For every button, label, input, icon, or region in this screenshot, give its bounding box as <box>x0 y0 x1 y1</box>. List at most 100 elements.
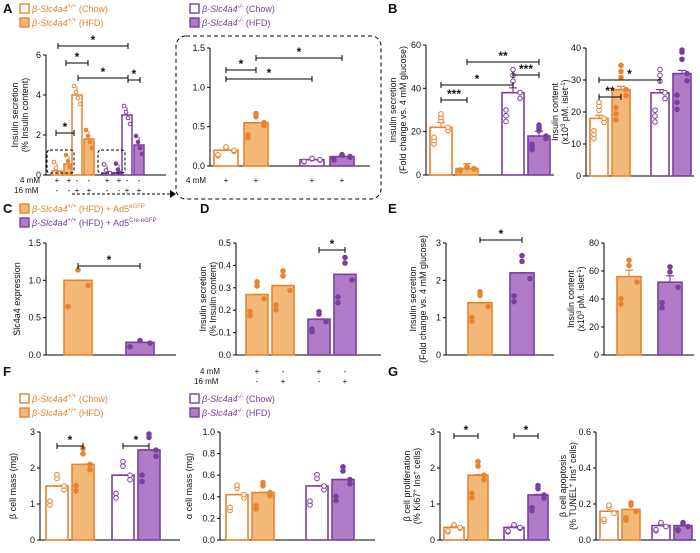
significance-stars: * <box>107 253 112 267</box>
y-tick-label: 0.5 <box>218 238 231 248</box>
legend-gene: β-Slc4a4 <box>201 394 238 404</box>
data-point <box>657 72 663 79</box>
legend-gene: β-Slc4a4 <box>201 18 238 28</box>
y-tick-label: 1.0 <box>192 82 205 92</box>
bar <box>251 491 275 541</box>
data-point <box>611 510 617 517</box>
legend-treatment: (HFD) + Ad5 <box>76 218 129 228</box>
significance-stars: ** <box>605 84 615 98</box>
bar <box>111 474 135 541</box>
data-point <box>47 498 53 504</box>
data-point <box>335 299 341 306</box>
data-point <box>685 523 691 530</box>
data-point <box>254 279 260 285</box>
data-point <box>227 504 233 511</box>
y-label-sup: 3 <box>577 310 583 314</box>
legend-swatch <box>19 393 30 404</box>
y-label-sup: + <box>413 489 419 493</box>
legend-genotype: +/+ <box>68 4 77 10</box>
data-point <box>475 463 481 469</box>
data-point <box>659 304 665 311</box>
y-axis-label: Slc4a4 expression <box>12 262 22 336</box>
legend-genotype: +/+ <box>68 408 77 414</box>
data-point <box>536 122 542 128</box>
data-point <box>273 302 279 308</box>
bar <box>83 138 95 176</box>
data-point <box>267 489 273 496</box>
data-point <box>481 476 487 483</box>
y-label-sup2: + <box>413 471 419 475</box>
data-point <box>73 482 79 489</box>
bar <box>333 273 357 356</box>
data-point <box>287 287 293 294</box>
data-point <box>63 152 69 158</box>
data-point <box>477 288 483 295</box>
data-point <box>113 161 119 166</box>
data-point <box>529 504 535 511</box>
panel-letter: E <box>388 201 397 216</box>
condition-label: 16 mM <box>14 186 39 195</box>
y-label-line2: (% TUNEL <box>568 487 578 530</box>
data-point <box>253 502 259 509</box>
y-tick-label: 10 <box>571 139 581 149</box>
data-point <box>517 95 523 102</box>
significance-stars: * <box>239 57 244 71</box>
data-point <box>527 275 533 282</box>
bar <box>589 117 609 177</box>
data-point <box>342 254 348 261</box>
legend-genotype: +/+ <box>68 394 77 400</box>
y-axis-label: α cell mass (mg) <box>184 453 194 519</box>
bar <box>672 72 692 177</box>
legend-diet: (HFD) <box>243 408 270 418</box>
condition-sign: + <box>224 176 229 185</box>
y-label-line2: (x10 <box>560 127 570 145</box>
y-tick-label: 20 <box>571 107 581 117</box>
data-point <box>51 159 57 165</box>
data-point <box>633 508 639 515</box>
data-point <box>606 502 612 508</box>
data-point <box>85 282 91 289</box>
y-tick-label: 0.0 <box>192 161 205 171</box>
condition-sign: - <box>56 186 59 195</box>
data-point <box>314 471 320 478</box>
y-tick-label: 4 <box>36 90 41 100</box>
data-point <box>541 492 547 498</box>
data-point <box>623 515 629 521</box>
data-point <box>652 113 658 119</box>
y-tick-label: 1.5 <box>192 43 205 53</box>
y-tick-label: 0.0 <box>28 350 41 360</box>
data-point <box>301 158 307 165</box>
data-point <box>626 262 632 269</box>
condition-sign: + <box>343 377 348 386</box>
y-tick-label: 0.5 <box>192 122 205 132</box>
data-point <box>153 447 159 453</box>
data-point <box>679 47 685 53</box>
data-point <box>469 490 475 497</box>
condition-sign: + <box>87 186 92 195</box>
data-point <box>231 147 237 154</box>
bar <box>611 88 631 177</box>
data-point <box>261 119 267 126</box>
legend-genotype: -/- <box>238 394 244 400</box>
condition-sign: + <box>75 186 80 195</box>
legend-label: β-Slc4a4+/+ (HFD) <box>31 18 103 28</box>
y-tick-label: 0 <box>30 535 35 545</box>
y-tick-label: 0.4 <box>202 492 215 502</box>
legend-swatch <box>19 3 30 14</box>
y-tick-label: 6 <box>36 50 41 60</box>
data-point <box>87 461 93 468</box>
y-label-line1: Insulin secretion <box>408 266 418 331</box>
legend-swatch <box>189 393 200 404</box>
inset-marker-box <box>97 149 126 174</box>
data-point <box>519 258 525 265</box>
significance-stars: * <box>63 120 68 134</box>
y-tick-label: 0.6 <box>202 470 215 480</box>
significance-stars: *** <box>519 62 533 76</box>
y-tick-label: 0.4 <box>578 463 591 473</box>
y-tick-label: 2 <box>436 275 441 285</box>
data-point <box>127 472 133 479</box>
y-label-line2: (% Insulin content) <box>208 262 218 337</box>
bar <box>243 121 269 167</box>
condition-label: 16 mM <box>194 377 219 386</box>
data-point <box>511 521 517 528</box>
